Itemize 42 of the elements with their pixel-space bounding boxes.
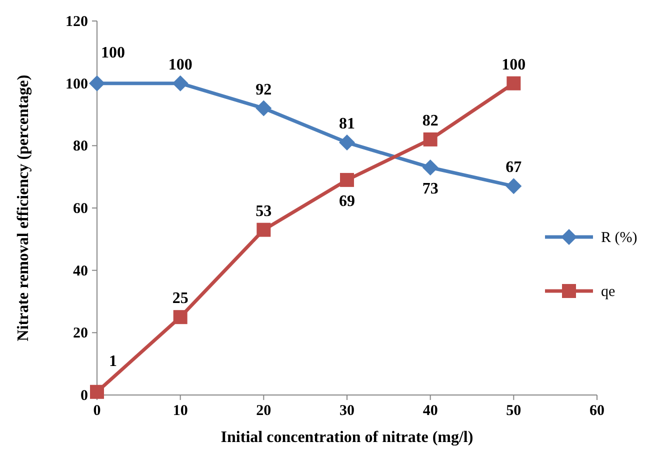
point — [340, 172, 354, 187]
y-tick-label: 100 — [66, 76, 88, 92]
data-label: 100 — [168, 56, 192, 74]
point — [423, 132, 438, 146]
data-label: 69 — [339, 192, 355, 210]
point — [90, 384, 104, 399]
y-tick-label: 40 — [73, 263, 88, 280]
point — [172, 75, 188, 92]
point — [506, 178, 522, 194]
y-tick-label: 0 — [80, 388, 88, 404]
data-label: 100 — [101, 44, 125, 62]
legend-label: R (%) — [601, 230, 638, 246]
data-label: 73 — [422, 180, 438, 198]
point — [173, 310, 188, 324]
data-label: 25 — [172, 290, 188, 308]
y-tick-label: 120 — [66, 14, 88, 30]
x-tick-label: 20 — [256, 403, 272, 419]
data-label: 100 — [502, 56, 526, 74]
y-tick-label: 60 — [73, 201, 88, 217]
data-label: 82 — [422, 112, 438, 130]
legend-label: qe — [601, 284, 616, 300]
data-label: 1 — [109, 352, 117, 370]
point — [339, 134, 355, 151]
x-tick-label: 50 — [506, 403, 522, 419]
x-tick-label: 40 — [422, 403, 438, 419]
x-tick-label: 30 — [340, 403, 354, 419]
x-tick-label: 10 — [172, 403, 188, 419]
x-axis-title: Initial concentration of nitrate (mg/l) — [220, 429, 474, 446]
data-label: 92 — [256, 81, 272, 98]
y-tick-label: 20 — [73, 326, 88, 342]
y-axis-title: Nitrate removal efficiency (percentage) — [15, 74, 32, 342]
point — [256, 222, 271, 237]
y-tick-label: 80 — [73, 138, 88, 155]
data-label: 81 — [339, 116, 355, 133]
point — [506, 76, 521, 90]
point — [422, 159, 438, 176]
data-label: 67 — [506, 159, 522, 176]
data-label: 53 — [256, 202, 272, 220]
point — [256, 100, 272, 116]
x-tick-label: 60 — [590, 403, 604, 419]
x-tick-label: 0 — [93, 403, 101, 419]
point — [89, 75, 105, 92]
